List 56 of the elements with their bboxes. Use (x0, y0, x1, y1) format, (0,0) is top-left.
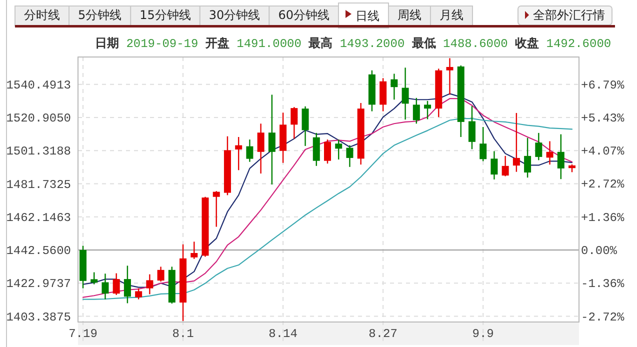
candlestick (446, 58, 454, 96)
candlestick (490, 150, 498, 180)
y-tick-label: 1462.1463 (6, 210, 71, 225)
y2-tick-label: +5.43% (581, 112, 626, 126)
candlestick (557, 134, 564, 180)
text: 日期 2019-09-19 开盘 1491.0000 最高 1493.2000 最低 1488.6000 收盘 1492.6000 (95, 36, 612, 51)
candlestick (380, 78, 387, 112)
y-tick-label: 1520.9050 (6, 112, 71, 126)
y-tick-label: 1442.5600 (6, 244, 71, 258)
x-tick-label: 9.9 (472, 327, 494, 341)
candlestick (502, 155, 509, 177)
candlestick (312, 132, 320, 167)
candlestick (324, 138, 331, 164)
candlestick (235, 136, 242, 171)
candlestick (157, 266, 164, 282)
candlestick (346, 144, 354, 168)
candlestick (212, 190, 220, 228)
candlestick (424, 100, 432, 120)
y-tick-label: 1481.7325 (6, 178, 71, 192)
candlestick (190, 241, 198, 260)
candlestick (124, 265, 131, 304)
y-tick-label: 1540.4913 (6, 78, 71, 92)
y2-tick-label: +4.07% (581, 144, 626, 159)
y-tick-label: 1501.3188 (6, 144, 71, 159)
y2-tick-label: +6.79% (581, 78, 626, 92)
y2-tick-label: +2.72% (581, 178, 626, 192)
y2-tick-label: +1.36% (581, 210, 626, 225)
x-tick-label: 8.14 (268, 327, 298, 341)
candlestick (135, 288, 142, 300)
candlestick (290, 106, 298, 140)
x-tick-label: 8.1 (172, 327, 194, 341)
candlestick (257, 123, 264, 174)
candlestick (112, 272, 120, 296)
y2-tick-label: -2.72% (581, 310, 626, 324)
y-tick-label: 1403.3875 (6, 310, 71, 324)
y-tick-label: 1422.9737 (6, 277, 71, 292)
candlestick (246, 138, 254, 162)
candlestick (512, 112, 520, 172)
candlestick (524, 137, 532, 178)
candlestick (412, 97, 420, 124)
candlestick (480, 126, 487, 162)
candlestick (146, 274, 154, 295)
candlestick (102, 273, 109, 300)
candlestick (535, 132, 542, 161)
candlestick (90, 272, 98, 285)
candlestick (302, 106, 309, 147)
candlestick (546, 140, 554, 166)
x-tick-label: 7.19 (68, 327, 98, 341)
y2-tick-label: 0.00% (581, 244, 618, 258)
candlestick (268, 94, 276, 186)
candlestick (468, 105, 476, 150)
x-tick-label: 8.27 (368, 327, 398, 341)
y2-tick-label: -1.36% (581, 277, 626, 292)
candlestick (402, 67, 409, 120)
candlestick (335, 138, 342, 160)
candlestick (390, 73, 398, 100)
